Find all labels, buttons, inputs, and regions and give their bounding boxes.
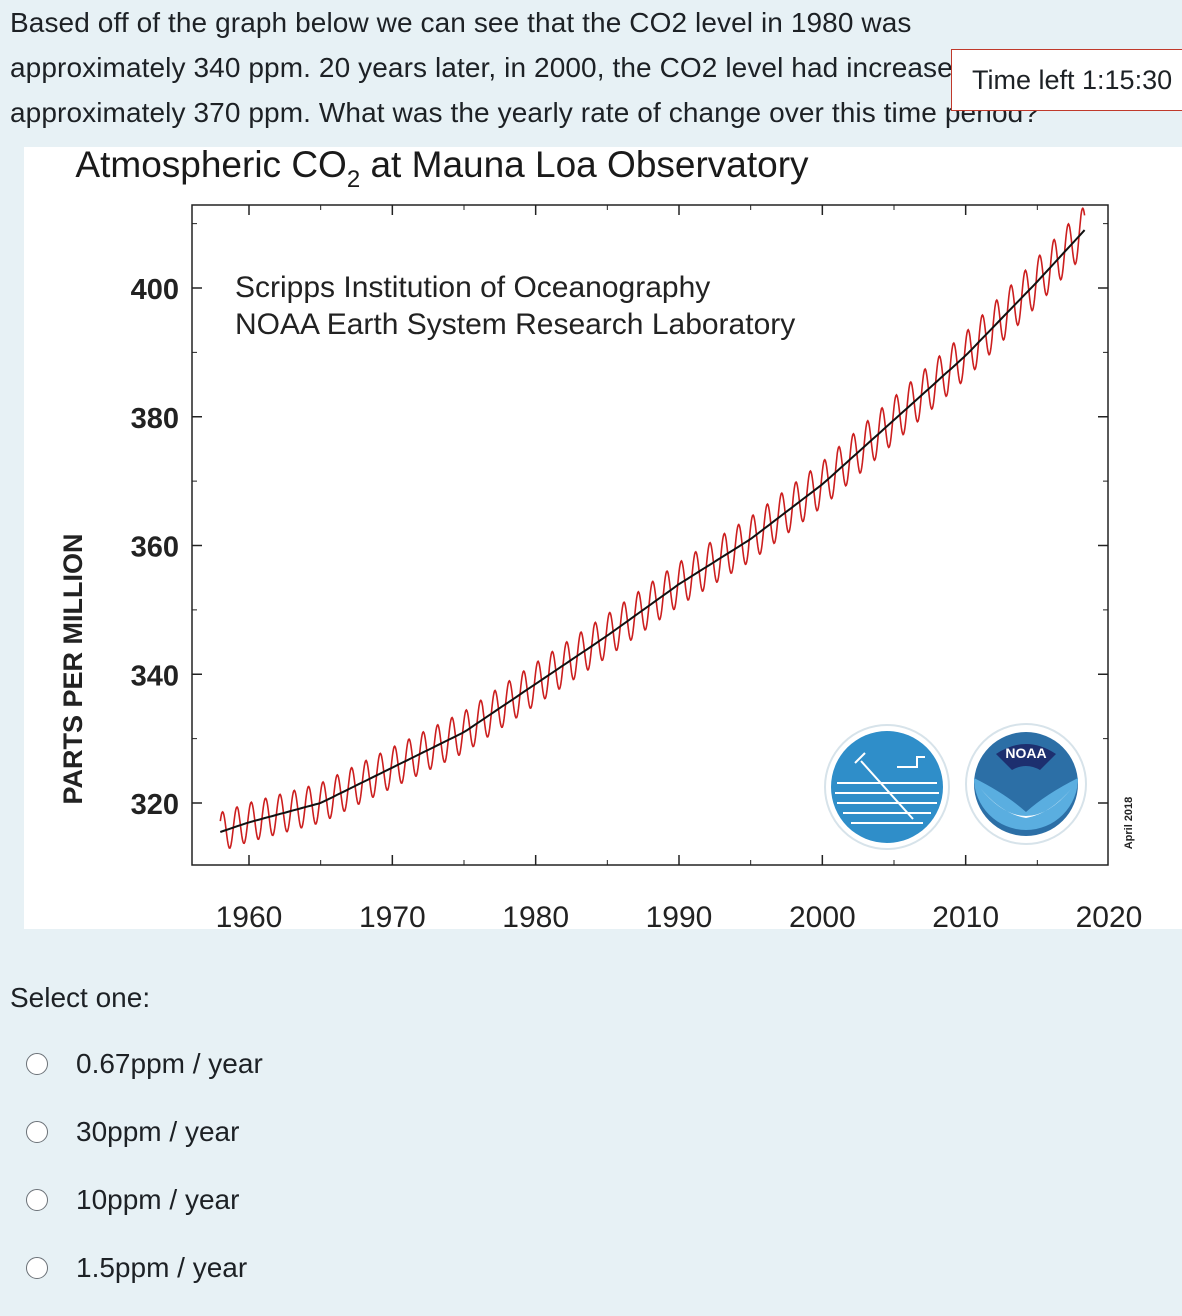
x-tick-label: 1970 <box>359 901 426 929</box>
co2-chart: Atmospheric CO2 at Mauna Loa Observatory… <box>58 147 1143 929</box>
y-tick-labels: 320 340 360 380 400 <box>131 274 179 821</box>
radio-button[interactable] <box>26 1121 48 1143</box>
answer-options: 0.67ppm / year 30ppm / year 10ppm / year… <box>26 1030 263 1302</box>
radio-button[interactable] <box>26 1053 48 1075</box>
question-line-3: approximately 370 ppm. What was the year… <box>10 97 1039 128</box>
y-tick-label: 340 <box>131 660 179 692</box>
credit-noaa-esrl: NOAA Earth System Research Laboratory <box>235 308 795 341</box>
option-label: 30ppm / year <box>76 1116 240 1147</box>
option-label: 10ppm / year <box>76 1184 240 1215</box>
noaa-logo: NOAA <box>965 723 1087 845</box>
option-3[interactable]: 10ppm / year <box>26 1166 263 1234</box>
x-tick-label: 2000 <box>789 901 856 929</box>
select-one-label: Select one: <box>10 982 151 1013</box>
x-tick-label: 2010 <box>932 901 999 929</box>
trend-co2-series <box>219 229 1086 833</box>
y-tick-label: 360 <box>131 532 179 564</box>
time-left-timer: Time left 1:15:30 <box>951 49 1182 111</box>
x-tick-label: 1990 <box>646 901 713 929</box>
option-1[interactable]: 0.67ppm / year <box>26 1030 263 1098</box>
co2-chart-figure: Atmospheric CO2 at Mauna Loa Observatory… <box>24 147 1182 929</box>
question-line-1: Based off of the graph below we can see … <box>10 7 912 38</box>
seasonal-co2-series <box>219 207 1086 849</box>
noaa-logo-text: NOAA <box>1005 745 1046 761</box>
x-tick-labels: 1960 1970 1980 1990 2000 2010 2020 <box>216 901 1143 929</box>
y-tick-label: 320 <box>131 789 179 821</box>
option-2[interactable]: 30ppm / year <box>26 1098 263 1166</box>
credit-scripps: Scripps Institution of Oceanography <box>235 271 710 304</box>
option-4[interactable]: 1.5ppm / year <box>26 1234 263 1302</box>
axis-ticks <box>192 205 1108 865</box>
plot-frame <box>191 204 1109 866</box>
y-tick-label: 400 <box>131 274 179 306</box>
chart-title: Atmospheric CO2 at Mauna Loa Observatory <box>75 147 809 193</box>
question-text: Based off of the graph below we can see … <box>10 0 1170 135</box>
question-line-2: approximately 340 ppm. 20 years later, i… <box>10 52 1000 83</box>
scripps-logo <box>824 724 950 850</box>
x-tick-label: 1980 <box>502 901 569 929</box>
x-tick-label: 1960 <box>216 901 283 929</box>
april-2018-stamp: April 2018 <box>1123 797 1135 850</box>
radio-button[interactable] <box>26 1189 48 1211</box>
option-label: 1.5ppm / year <box>76 1252 248 1283</box>
option-label: 0.67ppm / year <box>76 1048 263 1079</box>
y-axis-label: PARTS PER MILLION <box>58 533 88 804</box>
y-tick-label: 380 <box>131 403 179 435</box>
chart-series <box>219 207 1086 849</box>
radio-button[interactable] <box>26 1257 48 1279</box>
x-tick-label: 2020 <box>1076 901 1143 929</box>
